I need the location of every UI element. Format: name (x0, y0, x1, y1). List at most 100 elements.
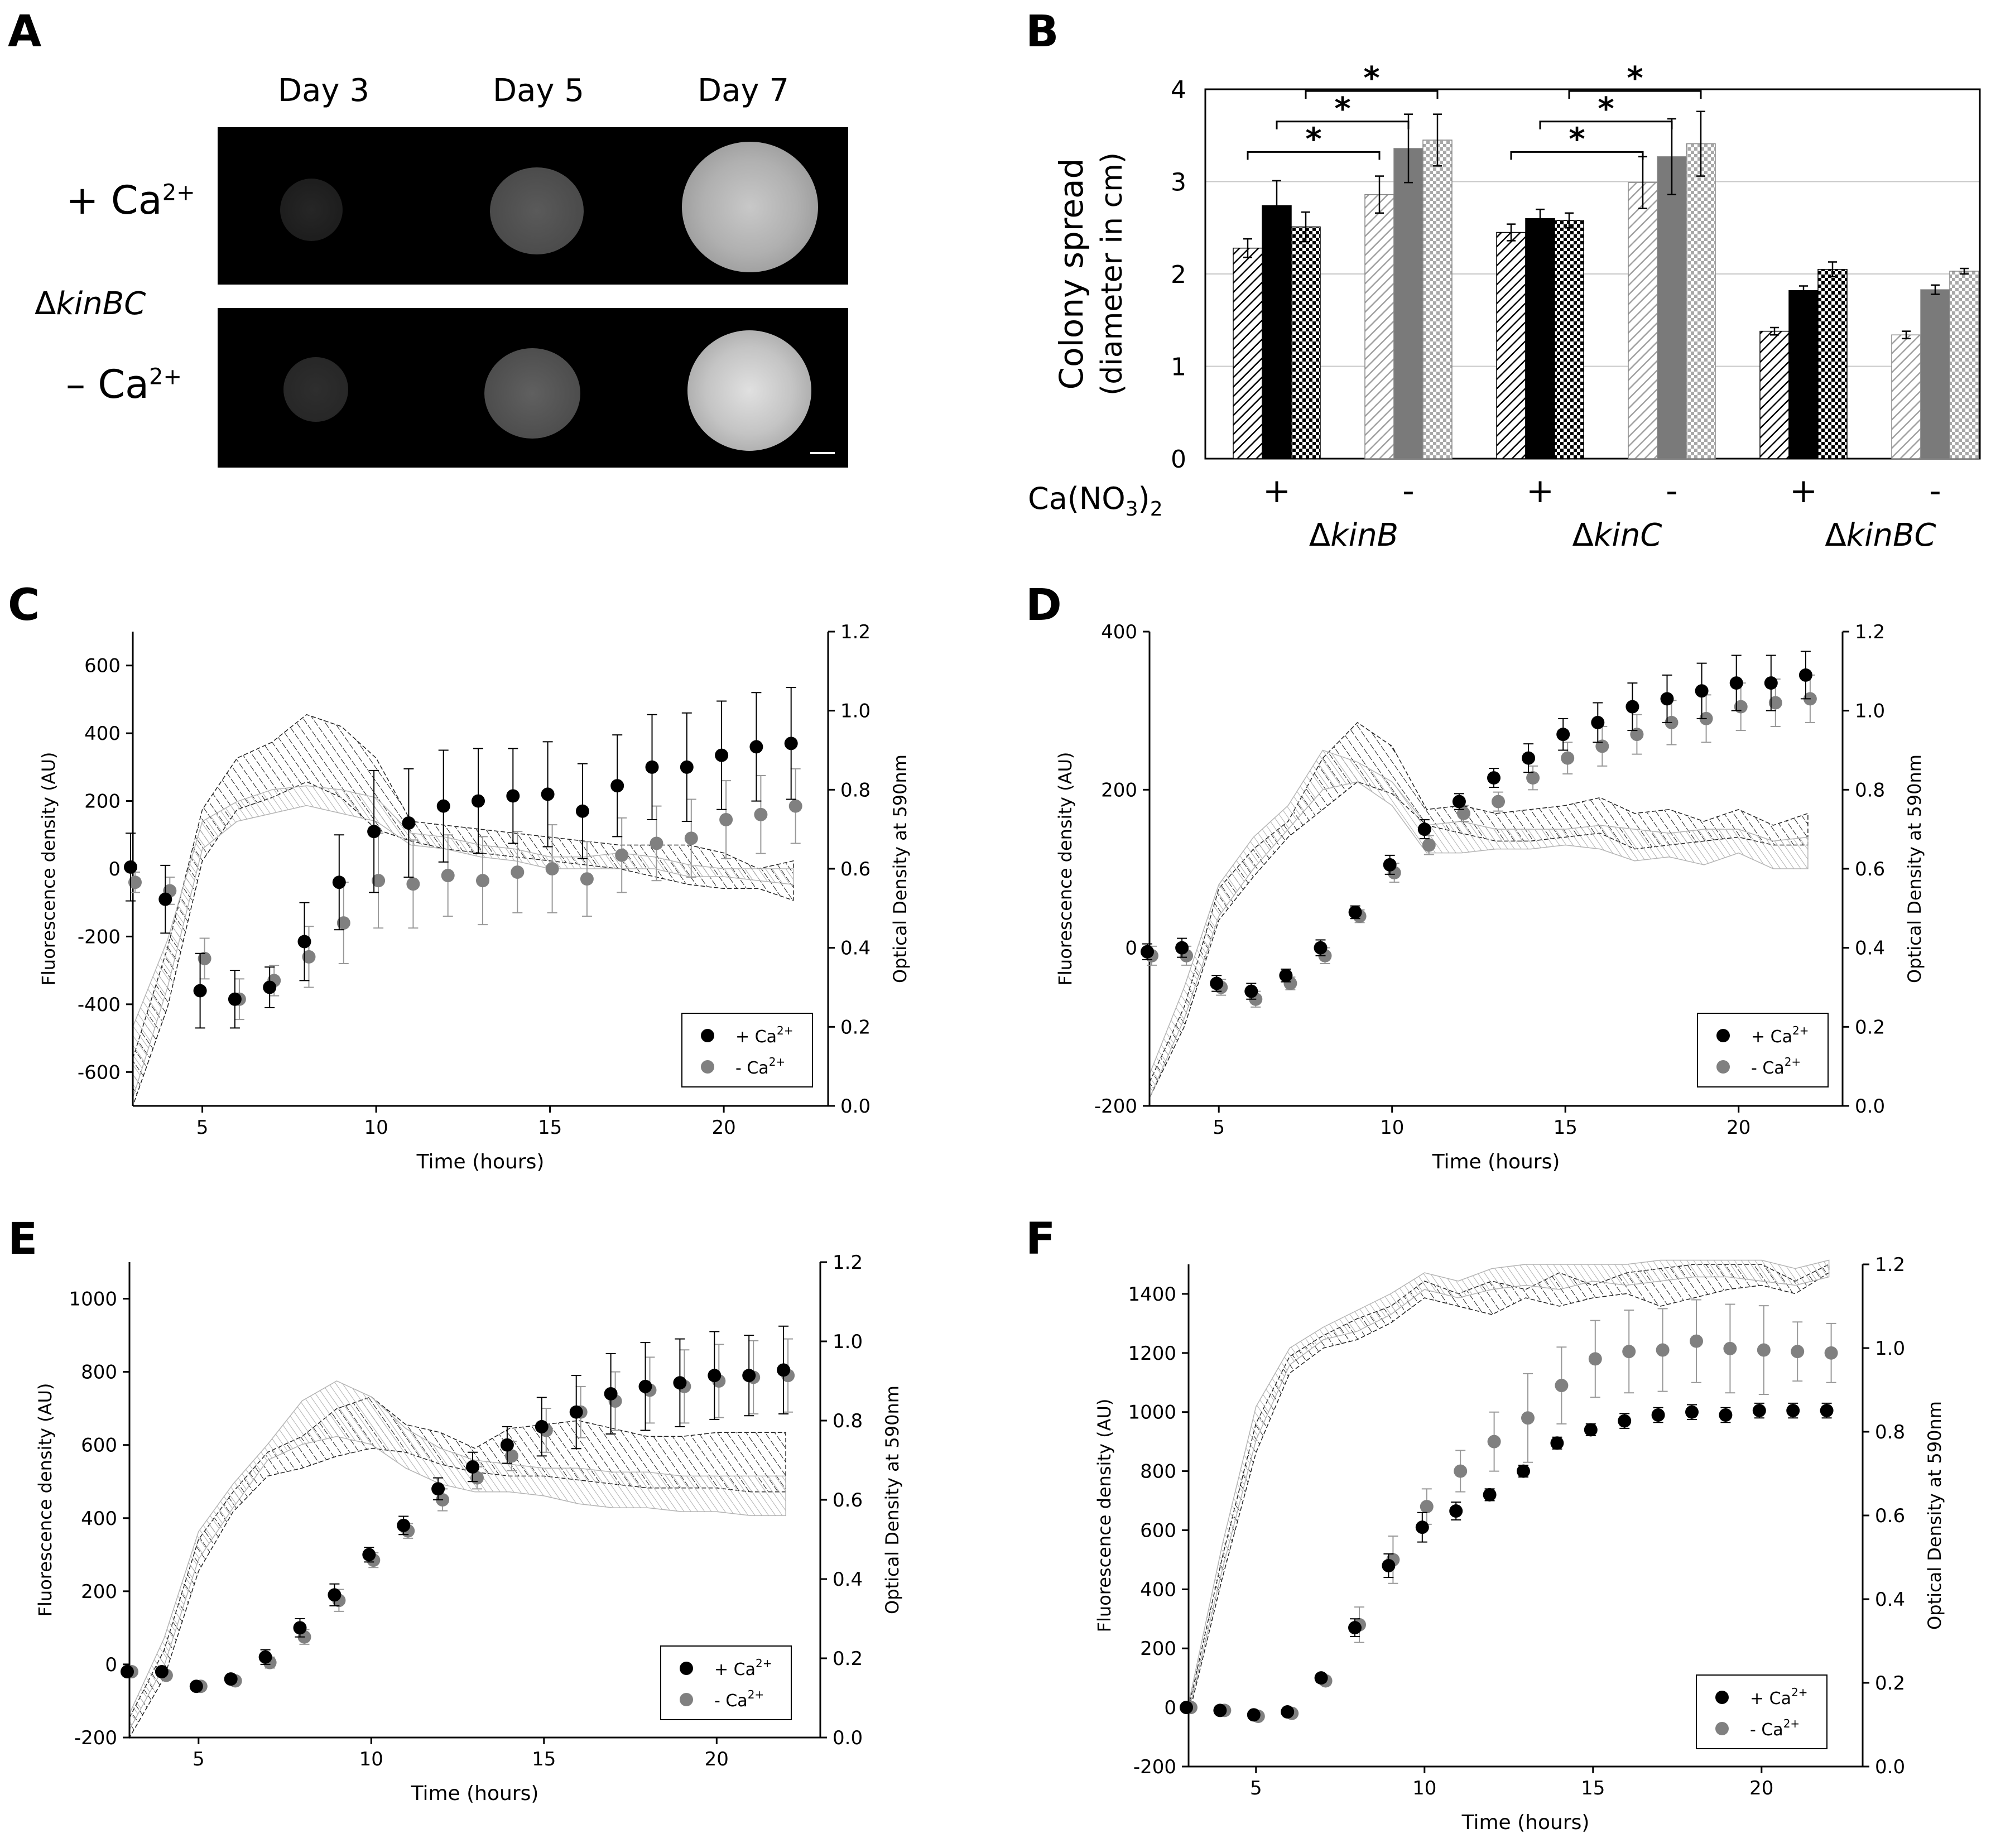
x-tick-label: 10 (364, 1116, 388, 1139)
condition-sign-label: + (1263, 471, 1291, 511)
data-point (715, 748, 729, 762)
data-point (1141, 945, 1154, 959)
bar (1262, 205, 1292, 459)
data-point (545, 862, 559, 875)
data-point (431, 1482, 445, 1496)
data-point (1415, 1520, 1429, 1534)
data-point (302, 950, 316, 964)
data-point (1584, 1423, 1598, 1437)
data-point (1660, 692, 1674, 706)
data-point (777, 1363, 791, 1377)
data-point (1690, 1334, 1703, 1348)
colony-day7-minus (687, 330, 811, 451)
y-tick-label: 1000 (69, 1288, 117, 1311)
significance-bracket (1305, 90, 1439, 99)
y-tick-label: 0 (1164, 1697, 1176, 1719)
plot-frame (1204, 88, 1981, 460)
y-tick-label: 200 (1101, 779, 1137, 801)
data-point (1526, 771, 1540, 785)
legend-marker (1716, 1029, 1730, 1042)
condition-sign-label: - (1666, 471, 1678, 511)
y-tick-label: 1200 (1128, 1342, 1176, 1365)
strain-label-kinbc: ΔkinBC (35, 286, 146, 322)
data-point (1685, 1405, 1699, 1419)
significance-star: * (1305, 121, 1321, 157)
x-tick-label: 20 (711, 1116, 735, 1139)
condition-sign-label: - (1402, 471, 1415, 511)
data-point (1734, 700, 1748, 714)
data-point (784, 737, 798, 750)
row-label-plus-ca: + Ca2+ (66, 177, 195, 223)
y2-tick-label: 1.2 (833, 1252, 863, 1274)
data-point (506, 789, 520, 803)
bar (1496, 232, 1526, 459)
x-tick-label: 5 (196, 1116, 209, 1139)
data-point (1764, 676, 1778, 690)
x-axis-label: Time (hours) (411, 1782, 539, 1805)
data-point (754, 807, 768, 821)
legend-marker (1716, 1060, 1730, 1074)
legend-marker (680, 1693, 693, 1706)
data-point (1383, 858, 1397, 872)
y-tick-label: -200 (78, 926, 121, 948)
y2-tick-label: 0.8 (833, 1410, 863, 1432)
legend-marker (1715, 1691, 1729, 1704)
x-axis-label: Time (hours) (416, 1151, 545, 1173)
y-tick-label: 400 (1140, 1578, 1176, 1601)
data-point (328, 1588, 342, 1602)
legend-marker (680, 1662, 693, 1675)
data-point (198, 951, 211, 965)
y-tick-label: -400 (78, 994, 121, 1016)
data-point (535, 1419, 549, 1433)
data-point (1420, 1500, 1434, 1514)
data-point (511, 865, 525, 879)
y2-tick-label: 1.2 (1855, 621, 1885, 643)
y-tick-label: 400 (84, 723, 121, 745)
y2-tick-label: 0.6 (1875, 1505, 1905, 1527)
x-tick-label: 15 (1554, 1116, 1578, 1139)
data-point (1625, 700, 1639, 714)
bar (1393, 148, 1423, 459)
data-point (336, 916, 350, 930)
y-tick-label: 400 (81, 1508, 117, 1530)
panel-letter-d: D (1026, 580, 1062, 631)
data-point (436, 799, 450, 813)
data-point (1487, 771, 1501, 785)
x-axis-label: Time (hours) (1461, 1811, 1590, 1834)
condition-sign-label: + (1790, 471, 1817, 511)
legend-label: - Ca2+ (1751, 1055, 1801, 1078)
y-tick-label: -200 (74, 1727, 117, 1749)
data-point (604, 1387, 618, 1401)
data-point (1798, 668, 1812, 682)
data-point (1175, 941, 1189, 955)
data-point (441, 869, 455, 883)
x-axis-label: Time (hours) (1432, 1151, 1560, 1173)
data-point (1588, 1352, 1602, 1366)
data-point (1213, 1703, 1227, 1717)
data-point (504, 1449, 518, 1463)
data-point (402, 816, 416, 830)
data-point (569, 1405, 583, 1419)
bar (1788, 290, 1819, 459)
data-point (680, 760, 694, 774)
data-point (1449, 1504, 1463, 1518)
y2-axis-label: Optical Density at 590nm (1924, 1401, 1945, 1630)
y2-tick-label: 0.6 (833, 1489, 863, 1512)
x-tick-label: 5 (1213, 1116, 1225, 1139)
data-point (293, 1621, 307, 1635)
legend-marker (701, 1029, 714, 1042)
x-tick-label: 15 (1581, 1777, 1605, 1799)
significance-bracket (1276, 121, 1410, 129)
row-label-minus-ca: – Ca2+ (66, 362, 182, 407)
data-point (1561, 751, 1575, 765)
legend-box (660, 1645, 792, 1720)
data-point (541, 787, 555, 801)
bar (1686, 143, 1716, 459)
data-point (788, 799, 802, 813)
data-point (742, 1369, 756, 1383)
data-point (1314, 1671, 1328, 1685)
significance-star: * (1334, 91, 1350, 127)
data-point (1456, 806, 1470, 820)
